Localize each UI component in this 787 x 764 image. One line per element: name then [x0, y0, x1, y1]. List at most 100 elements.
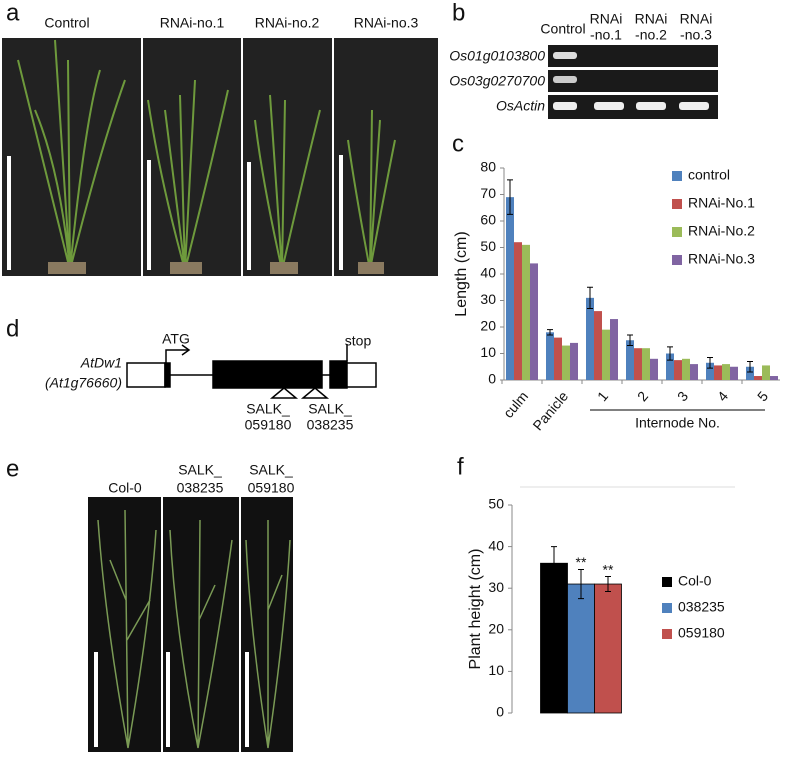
y-tick-label: 60 [480, 212, 496, 228]
y-tick-label: 80 [480, 159, 496, 175]
legend-label: 059180 [678, 625, 725, 641]
bar [722, 364, 730, 380]
photo-label: SALK_ [178, 462, 222, 478]
legend-label: RNAi-No.1 [688, 195, 755, 211]
y-tick-label: 50 [488, 496, 504, 512]
y-tick-label: 0 [496, 704, 504, 720]
bar [674, 360, 682, 380]
gene-label: Os03g0270700 [449, 73, 545, 89]
bar [522, 244, 530, 380]
x-tick-label: 2 [634, 388, 651, 404]
x-axis-label: Internode No. [635, 415, 720, 431]
bar [626, 340, 634, 380]
stop-label: stop [345, 333, 372, 349]
gene-diagram [126, 344, 377, 399]
legend-label: control [688, 167, 730, 183]
lane-label: -no.3 [680, 27, 712, 43]
error-bar [605, 576, 611, 593]
photo-label: RNAi-no.3 [354, 15, 419, 31]
y-tick-label: 70 [480, 185, 496, 201]
bar [666, 353, 674, 380]
bar [650, 358, 658, 380]
photo-label: RNAi-no.2 [255, 15, 320, 31]
bar [610, 319, 618, 380]
bar [570, 342, 578, 380]
bar [754, 376, 762, 380]
bar [682, 358, 690, 380]
insertion-label: SALK_ [308, 401, 352, 417]
photo-label: Control [44, 15, 89, 31]
lane-label: RNAi [680, 11, 713, 27]
x-tick-label: culm [500, 388, 531, 421]
y-tick-label: 10 [480, 344, 496, 360]
bar [514, 242, 522, 380]
bar [714, 365, 722, 380]
lane-label: -no.1 [590, 27, 622, 43]
legend-swatch [662, 577, 672, 587]
error-bar [507, 179, 513, 215]
y-axis-label: Plant height (cm) [467, 549, 484, 670]
legend-swatch [662, 629, 672, 639]
error-bar [551, 546, 557, 581]
legend-swatch [672, 255, 682, 265]
bar [546, 332, 554, 380]
panel-label: a [6, 0, 20, 26]
photo-label: Col-0 [108, 480, 142, 496]
bar [562, 345, 570, 380]
bar [540, 562, 568, 714]
x-tick-label: Panicle [529, 388, 571, 434]
gene-name: AtDw1 [80, 355, 122, 371]
gel [548, 45, 718, 119]
bar [586, 297, 594, 380]
panel-label: e [6, 455, 19, 482]
lane-label: -no.2 [635, 27, 667, 43]
panel-label: d [6, 315, 19, 342]
bar [746, 366, 754, 380]
error-bar [627, 334, 633, 347]
x-tick-label: 3 [674, 388, 691, 404]
y-tick-label: 20 [480, 318, 496, 334]
error-bar [578, 568, 584, 600]
bar [554, 337, 562, 380]
lane-label: RNAi [635, 11, 668, 27]
bar [770, 376, 778, 380]
insertion-label: SALK_ [246, 401, 290, 417]
insertion-label: 059180 [245, 417, 292, 433]
lane-label: Control [540, 21, 585, 37]
error-bar [547, 329, 553, 336]
legend-label: 038235 [678, 599, 725, 615]
photo-label: 059180 [248, 480, 295, 496]
gene-label: Os01g0103800 [449, 48, 545, 64]
y-axis-label: Length (cm) [453, 231, 470, 316]
y-tick-label: 20 [488, 621, 504, 637]
panel-label: b [452, 0, 465, 26]
legend-label: Col-0 [678, 573, 712, 589]
bar [594, 583, 622, 714]
rice-photos [2, 38, 438, 276]
bar [594, 311, 602, 380]
y-tick-label: 50 [480, 238, 496, 254]
y-tick-label: 40 [480, 265, 496, 281]
bar [690, 364, 698, 380]
x-tick-label: 5 [754, 388, 771, 404]
panel-label: c [452, 130, 464, 157]
bar [642, 348, 650, 380]
bar [762, 365, 770, 380]
legend-swatch [662, 603, 672, 613]
error-bar [707, 356, 713, 369]
y-tick-label: 30 [480, 291, 496, 307]
bar [506, 197, 514, 380]
photo-label: SALK_ [249, 462, 293, 478]
gene-label: OsActin [496, 98, 545, 114]
photo-label: RNAi-no.1 [160, 15, 225, 31]
error-bar [587, 286, 593, 309]
insertion-label: 038235 [307, 417, 354, 433]
legend-label: RNAi-No.3 [688, 251, 755, 267]
panel-label: f [457, 453, 464, 480]
y-tick-label: 30 [488, 579, 504, 595]
significance: ** [576, 554, 587, 570]
y-tick-label: 10 [488, 662, 504, 678]
x-tick-label: 4 [714, 388, 731, 404]
bar [567, 583, 595, 714]
